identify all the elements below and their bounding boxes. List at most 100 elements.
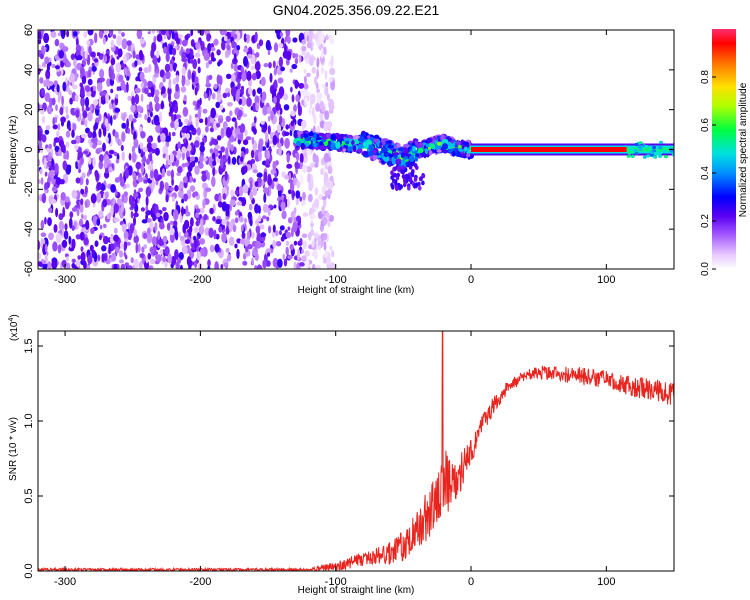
heatmap-cell bbox=[138, 187, 144, 193]
heatmap-cell bbox=[310, 222, 314, 228]
heatmap-cell bbox=[319, 144, 326, 151]
heatmap-cell bbox=[309, 57, 314, 66]
heatmap-cell bbox=[193, 191, 199, 197]
heatmap-cell bbox=[69, 217, 73, 229]
heatmap-cell bbox=[169, 63, 173, 72]
heatmap-cell bbox=[121, 201, 125, 213]
heatmap-cell bbox=[290, 120, 295, 127]
heatmap-cell bbox=[408, 164, 413, 170]
heatmap-cell bbox=[407, 185, 411, 191]
heatmap-cell bbox=[200, 141, 205, 147]
heatmap-cell bbox=[314, 76, 318, 86]
heatmap-cell bbox=[326, 93, 330, 102]
heatmap-cell bbox=[77, 255, 81, 260]
heatmap-cell bbox=[181, 245, 188, 255]
heatmap-cell bbox=[322, 199, 327, 208]
spectrogram-x-tick-label: -300 bbox=[54, 274, 76, 286]
heatmap-cell bbox=[414, 182, 419, 188]
heatmap-cell bbox=[93, 252, 98, 263]
heatmap-cell bbox=[194, 86, 198, 96]
heatmap-cell bbox=[302, 240, 308, 250]
heatmap-cell bbox=[90, 227, 95, 235]
heatmap-cell bbox=[166, 170, 172, 177]
heatmap-cell bbox=[85, 85, 91, 93]
heatmap-cell bbox=[400, 159, 406, 167]
heatmap-cell bbox=[146, 218, 152, 223]
heatmap-cell bbox=[278, 146, 282, 157]
heatmap-cell bbox=[324, 251, 328, 259]
heatmap-cell bbox=[80, 87, 85, 97]
heatmap-cell bbox=[224, 170, 228, 182]
heatmap-cell bbox=[71, 238, 76, 250]
heatmap-cell bbox=[135, 242, 139, 254]
heatmap-cell bbox=[140, 93, 144, 102]
heatmap-cell bbox=[134, 60, 138, 67]
heatmap-cell bbox=[108, 166, 113, 173]
heatmap-cell bbox=[172, 48, 177, 56]
heatmap-cell bbox=[71, 139, 77, 145]
heatmap-cell bbox=[69, 211, 74, 219]
heatmap-cell bbox=[671, 153, 674, 157]
heatmap-cell bbox=[55, 232, 62, 244]
heatmap-cell bbox=[306, 72, 311, 77]
heatmap-cell bbox=[149, 246, 155, 254]
heatmap-cell bbox=[425, 143, 430, 148]
heatmap-cell bbox=[243, 48, 249, 53]
heatmap-cell bbox=[96, 182, 103, 191]
heatmap-cell bbox=[301, 248, 304, 254]
heatmap-cell bbox=[46, 155, 53, 161]
heatmap-cell bbox=[245, 148, 249, 155]
heatmap-cell bbox=[408, 140, 413, 144]
heatmap-cell bbox=[243, 56, 248, 67]
heatmap-cell bbox=[331, 250, 335, 258]
heatmap-cell bbox=[200, 43, 205, 52]
heatmap-cell bbox=[110, 205, 114, 217]
heatmap-cell bbox=[156, 50, 160, 59]
heatmap-cell bbox=[257, 141, 263, 153]
heatmap-cell bbox=[240, 156, 244, 163]
heatmap-cell bbox=[278, 56, 283, 68]
heatmap-cell bbox=[329, 180, 334, 191]
heatmap-cell bbox=[242, 184, 249, 194]
heatmap-cell bbox=[262, 259, 267, 269]
heatmap-cell bbox=[115, 62, 122, 73]
heatmap-cell bbox=[234, 217, 239, 224]
heatmap-cell bbox=[322, 135, 327, 141]
heatmap-cell bbox=[319, 55, 325, 64]
heatmap-cell bbox=[203, 52, 210, 61]
heatmap-cell bbox=[86, 172, 90, 177]
heatmap-cell bbox=[199, 238, 206, 245]
heatmap-cell bbox=[260, 236, 265, 242]
heatmap-cell bbox=[345, 140, 350, 145]
heatmap-cell bbox=[90, 86, 94, 92]
heatmap-cell bbox=[110, 115, 113, 126]
heatmap-cell bbox=[127, 127, 131, 134]
heatmap-cell bbox=[184, 79, 191, 86]
heatmap-cell bbox=[234, 126, 241, 137]
heatmap-cell bbox=[114, 177, 120, 183]
heatmap-cell bbox=[196, 235, 200, 242]
heatmap-cell bbox=[241, 224, 244, 232]
heatmap-cell bbox=[307, 193, 313, 203]
heatmap-cell bbox=[312, 106, 315, 118]
heatmap-cell bbox=[97, 140, 102, 146]
heatmap-cell bbox=[105, 167, 110, 174]
heatmap-cell bbox=[48, 232, 54, 241]
heatmap-cell bbox=[69, 97, 73, 105]
heatmap-cell bbox=[316, 92, 323, 100]
heatmap-cell bbox=[260, 120, 265, 125]
heatmap-cell bbox=[161, 168, 166, 178]
heatmap-cell bbox=[180, 86, 187, 93]
heatmap-cell bbox=[48, 207, 53, 213]
heatmap-cell bbox=[38, 159, 41, 167]
heatmap-cell bbox=[437, 141, 442, 146]
heatmap-cell bbox=[186, 133, 190, 140]
heatmap-cell bbox=[128, 153, 132, 161]
heatmap-cell bbox=[124, 262, 129, 267]
heatmap-cell bbox=[298, 82, 305, 89]
heatmap-cell bbox=[246, 70, 252, 81]
heatmap-cell bbox=[39, 77, 44, 84]
heatmap-cell bbox=[236, 248, 240, 259]
heatmap-cell bbox=[57, 123, 61, 131]
heatmap-cell bbox=[84, 96, 90, 108]
